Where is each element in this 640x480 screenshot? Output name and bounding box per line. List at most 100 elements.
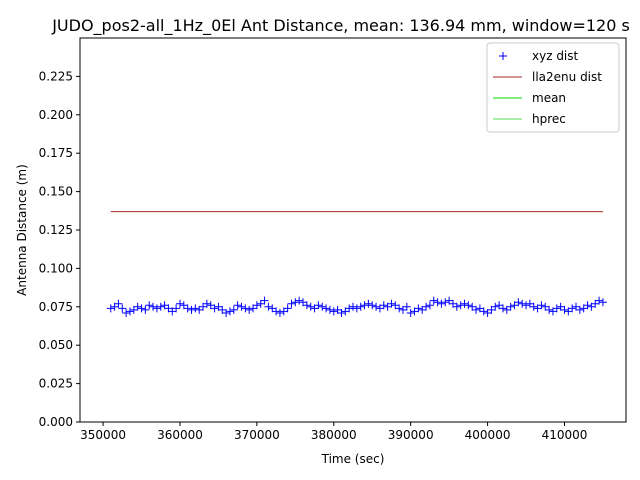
xyz-dist-point [568, 304, 577, 313]
xyz-dist-point [372, 302, 381, 311]
y-tick-label: 0.225 [39, 69, 73, 83]
xyz-dist-point [172, 304, 181, 313]
chart-title: JUDO_pos2-all_1Hz_0El Ant Distance, mean… [51, 16, 630, 36]
xyz-dist-point [283, 304, 292, 313]
xyz-dist-point [133, 302, 142, 311]
xyz-dist-point [506, 302, 515, 311]
xyz-dist-point [356, 302, 365, 311]
legend-box [486, 42, 620, 133]
x-tick-label: 370000 [234, 428, 280, 442]
xyz-dist-point [141, 305, 150, 314]
xyz-dist-point [583, 301, 592, 310]
xyz-dist-point [456, 301, 465, 310]
xyz-dist-point [149, 302, 158, 311]
xyz-dist-point [422, 302, 431, 311]
xyz-dist-point [125, 307, 134, 316]
xyz-dist-point [414, 304, 423, 313]
xyz-dist-point [402, 302, 411, 311]
xyz-dist-point [252, 301, 261, 310]
xyz-dist-point [237, 302, 246, 311]
xyz-dist-point [325, 305, 334, 314]
legend-label: xyz dist [532, 49, 579, 63]
xyz-dist-point [472, 305, 481, 314]
xyz-dist-point [552, 304, 561, 313]
x-tick-label: 350000 [80, 428, 126, 442]
xyz-dist-point [175, 299, 184, 308]
xyz-dist-point [137, 304, 146, 313]
y-tick-label: 0.175 [39, 146, 73, 160]
xyz-dist-point [368, 301, 377, 310]
xyz-dist-point [452, 302, 461, 311]
xyz-dist-point [156, 302, 165, 311]
xyz-dist-point [322, 304, 331, 313]
xyz-dist-point [233, 301, 242, 310]
xyz-dist-point [514, 298, 523, 307]
xyz-dist-point [352, 304, 361, 313]
y-axis: 0.000 0.025 0.050 0.075 0.100 0.125 0.150 0.175… [39, 69, 80, 429]
xyz-dist-point [575, 305, 584, 314]
xyz-dist-point [314, 301, 323, 310]
xyz-dist-point [464, 301, 473, 310]
legend-label: mean [532, 91, 566, 105]
xyz-dist-point [329, 307, 338, 316]
xyz-dist-point [337, 308, 346, 317]
xyz-dist-point [560, 305, 569, 314]
y-tick-label: 0.050 [39, 338, 73, 352]
xyz-dist-point [272, 307, 281, 316]
xyz-dist-point [364, 299, 373, 308]
xyz-dist-point [491, 302, 500, 311]
xyz-dist-point [479, 307, 488, 316]
x-axis: 350000 360000 370000 380000 390000 400000 4100… [80, 422, 587, 442]
xyz-dist-point [145, 301, 154, 310]
xyz-dist-point [379, 301, 388, 310]
xyz-dist-point [318, 302, 327, 311]
xyz-dist-point [295, 296, 304, 305]
xyz-dist-point [302, 301, 311, 310]
x-tick-label: 400000 [465, 428, 511, 442]
xyz-dist-point [349, 302, 357, 311]
xyz-dist-point [441, 298, 450, 307]
xyz-dist-point [360, 301, 369, 310]
xyz-dist-point [545, 305, 554, 314]
xyz-dist-point [406, 308, 415, 317]
x-tick-label: 360000 [157, 428, 203, 442]
xyz-dist-point [537, 301, 546, 310]
y-tick-label: 0.000 [39, 415, 73, 429]
y-tick-label: 0.075 [39, 300, 73, 314]
xyz-dist-point [264, 302, 273, 311]
xyz-dist-point [187, 305, 196, 314]
legend-label: lla2enu dist [532, 70, 602, 84]
xyz-dist-point [522, 301, 531, 310]
xyz-dist-point [518, 299, 527, 308]
xyz-dist-point [306, 302, 315, 311]
xyz-dist-point [202, 299, 211, 308]
xyz-dist-point [275, 308, 284, 317]
xyz-dist-point [241, 304, 250, 313]
xyz-dist-point [118, 304, 127, 313]
xyz-dist-point [245, 305, 254, 314]
xyz-dist-point [595, 296, 604, 305]
xyz-dist-point [229, 305, 238, 314]
xyz-dist-point [345, 304, 354, 313]
legend: xyz dist lla2enu dist mean hprec [486, 42, 620, 133]
xyz-dist-point [222, 308, 231, 317]
xyz-dist-point [387, 299, 396, 308]
y-tick-label: 0.025 [39, 377, 73, 391]
xyz-dist-point [598, 298, 607, 307]
xyz-dist-point [395, 304, 404, 313]
x-axis-label: Time (sec) [321, 452, 385, 466]
x-tick-label: 410000 [542, 428, 588, 442]
xyz-dist-point [291, 298, 300, 307]
xyz-dist-point [437, 299, 446, 308]
xyz-dist-point [183, 304, 192, 313]
xyz-dist-point [210, 304, 219, 313]
xyz-dist-point [106, 304, 115, 313]
y-axis-label: Antenna Distance (m) [15, 164, 29, 296]
xyz-dist-point [498, 304, 507, 313]
y-tick-label: 0.150 [39, 185, 73, 199]
xyz-dist-point [122, 308, 131, 317]
xyz-dist-point [433, 298, 442, 307]
x-tick-label: 390000 [388, 428, 434, 442]
xyz-dist-point [460, 299, 469, 308]
